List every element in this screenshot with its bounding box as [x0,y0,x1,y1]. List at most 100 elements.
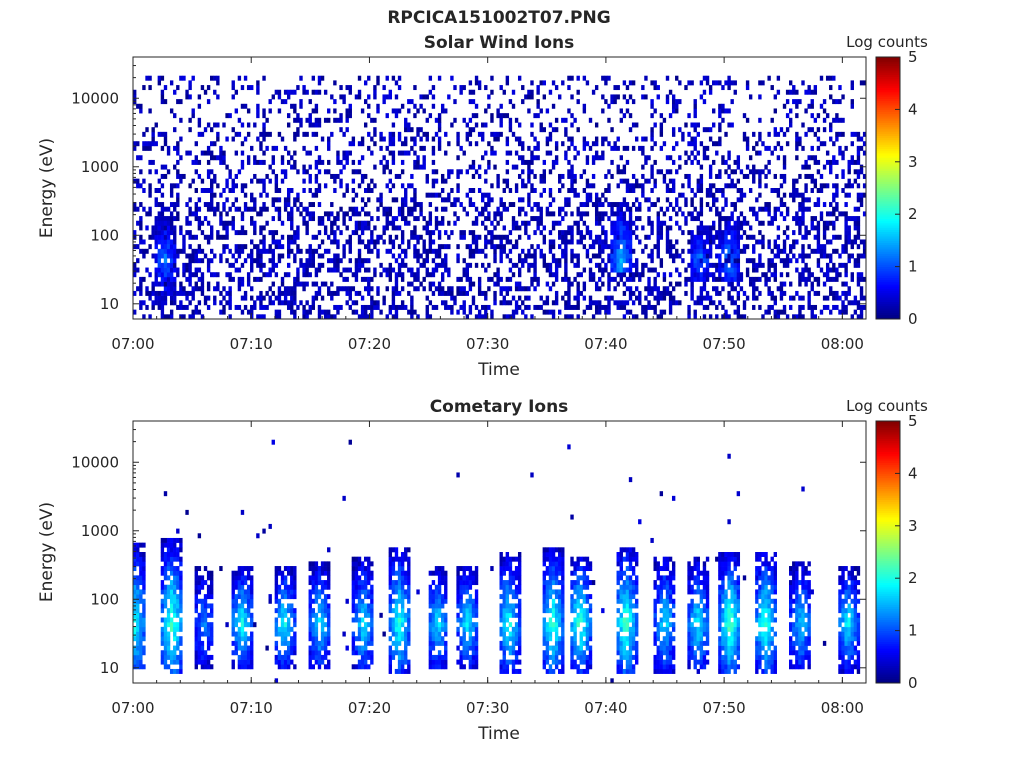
heatmap-cell [176,529,179,534]
heatmap-cell [367,188,370,193]
heatmap-cell [758,291,761,296]
heatmap-cell [804,174,807,179]
heatmap-cell [506,179,509,184]
heatmap-cell [432,268,435,273]
heatmap-cell [718,291,721,296]
heatmap-cell [844,268,847,273]
heatmap-cell [500,239,503,244]
heatmap-cell [389,211,392,216]
heatmap-cell [188,235,191,240]
heatmap-cell [804,108,807,113]
heatmap-cell [241,510,244,515]
heatmap-cell [170,202,173,207]
heatmap-cell [262,183,265,188]
heatmap-cell [657,300,660,305]
heatmap-cell [564,127,567,132]
heatmap-cell [142,543,145,548]
x-tick-label: 07:40 [584,335,627,353]
heatmap-cell [601,225,604,230]
heatmap-cell [216,235,219,240]
heatmap-cell [697,263,700,268]
heatmap-cell [721,286,724,291]
heatmap-cell [838,263,841,268]
heatmap-cell [527,193,530,198]
heatmap-cell [851,80,854,85]
heatmap-cell [694,300,697,305]
heatmap-cell [441,272,444,277]
heatmap-cell [435,216,438,221]
heatmap-cell [318,230,321,235]
heatmap-cell [675,268,678,273]
heatmap-cell [259,146,262,151]
heatmap-cell [617,239,620,244]
heatmap-cell [290,104,293,109]
heatmap-cell [413,244,416,249]
heatmap-cell [484,244,487,249]
heatmap-cell [256,108,259,113]
heatmap-cell [293,296,296,301]
heatmap-cell [469,99,472,104]
heatmap-cell [530,216,533,221]
heatmap-cell [694,113,697,118]
heatmap-cell [601,230,604,235]
heatmap-cell [533,155,536,160]
heatmap-cell [225,258,228,263]
y-tick-label: 10000 [71,89,119,107]
heatmap-cell [540,174,543,179]
heatmap-cell [361,179,364,184]
heatmap-cell [650,286,653,291]
heatmap-cell [617,258,620,263]
heatmap-cell [469,197,472,202]
heatmap-cell [204,254,207,259]
heatmap-cell [466,272,469,277]
heatmap-cell [278,655,281,660]
heatmap-cell [650,113,653,118]
heatmap-cell [435,286,438,291]
heatmap-cell [336,258,339,263]
heatmap-cell [635,137,638,142]
heatmap-cell [376,300,379,305]
heatmap-cell [170,188,173,193]
heatmap-cell [185,291,188,296]
heatmap-cell [290,286,293,291]
heatmap-cell [179,137,182,142]
heatmap-cell [201,132,204,137]
heatmap-cell [247,272,250,277]
heatmap-cell [786,258,789,263]
heatmap-cell [758,118,761,123]
heatmap-cell [490,310,493,315]
heatmap-cell [527,197,530,202]
heatmap-cell [718,225,721,230]
heatmap-cell [164,566,167,571]
heatmap-cell [441,104,444,109]
heatmap-cell [247,650,250,655]
heatmap-cell [195,286,198,291]
heatmap-cell [386,146,389,151]
heatmap-cell [210,202,213,207]
heatmap-cell [188,118,191,123]
heatmap-cell [826,113,829,118]
heatmap-cell [247,277,250,282]
heatmap-cell [663,277,666,282]
heatmap-cell [533,113,536,118]
heatmap-cell [450,76,453,81]
heatmap-cell [336,216,339,221]
heatmap-cell [543,254,546,259]
heatmap-cell [527,249,530,254]
heatmap-cell [318,160,321,165]
heatmap-cell [687,179,690,184]
heatmap-cell [142,277,145,282]
heatmap-cell [225,197,228,202]
heatmap-cell [755,286,758,291]
heatmap-cell [207,636,210,641]
heatmap-cell [694,127,697,132]
heatmap-cell [281,608,284,613]
heatmap-cell [222,151,225,156]
heatmap-cell [814,118,817,123]
heatmap-cell [346,183,349,188]
heatmap-cell [549,239,552,244]
heatmap-cell [694,310,697,315]
heatmap-cell [324,230,327,235]
heatmap-cell [392,76,395,81]
heatmap-cell [629,127,632,132]
